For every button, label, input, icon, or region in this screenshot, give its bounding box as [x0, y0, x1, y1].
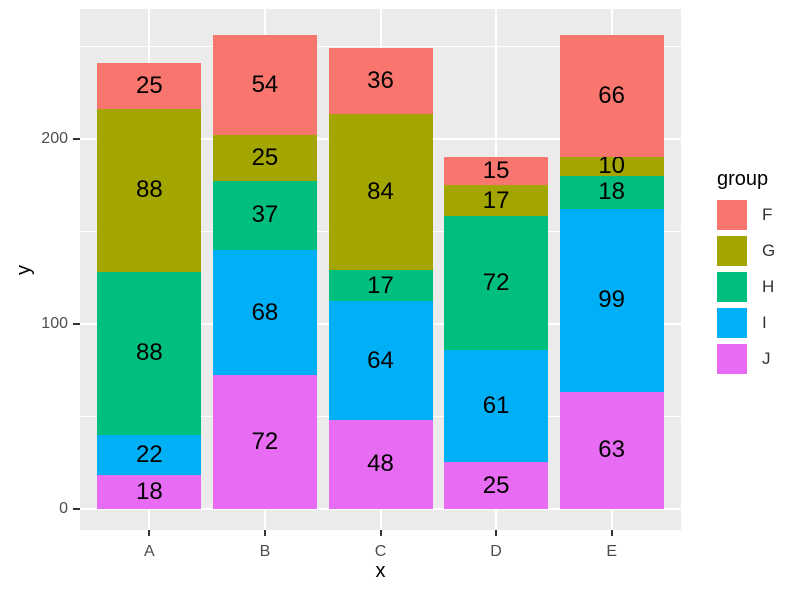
bar-segment: 15	[444, 156, 549, 185]
legend-swatch	[717, 308, 747, 338]
bar-segment: 72	[444, 216, 549, 350]
bar-value-label: 48	[367, 450, 394, 478]
x-axis-tick	[379, 530, 382, 536]
bar-segment: 88	[97, 108, 202, 272]
bar-segment: 99	[559, 208, 664, 393]
bar-segment: 25	[212, 134, 317, 182]
x-axis-tick-label: C	[374, 543, 387, 560]
bar-segment: 17	[444, 184, 549, 217]
x-axis-tick-label: A	[144, 543, 155, 560]
bar-value-label: 25	[251, 143, 279, 171]
x-axis-tick-label: E	[606, 543, 617, 560]
bar-value-label: 37	[251, 201, 279, 229]
y-axis-tick-label: 200	[41, 129, 68, 147]
x-axis-tick	[263, 530, 266, 536]
legend-swatch	[717, 200, 747, 230]
y-axis-tick-label: 0	[59, 499, 68, 517]
bar-value-label: 54	[251, 70, 279, 98]
x-axis-tick-label: B	[259, 543, 271, 560]
bar-segment: 54	[212, 34, 317, 135]
bar-value-label: 15	[482, 156, 510, 184]
bar-segment: 61	[444, 349, 549, 463]
bar-segment: 17	[328, 269, 433, 302]
legend-item-label: J	[762, 349, 771, 368]
bar-segment: 22	[97, 434, 202, 476]
bar-value-label: 88	[135, 339, 163, 367]
bar-segment: 72	[212, 375, 317, 509]
bar-value-label: 68	[251, 298, 279, 326]
x-axis-tick-label: D	[490, 543, 502, 560]
bar-segment: 36	[328, 47, 433, 115]
bar-segment: 84	[328, 114, 433, 270]
x-axis-title: x	[375, 560, 386, 582]
bar-segment: 88	[97, 271, 202, 435]
legend-item-label: G	[762, 241, 776, 260]
bar-value-label: 64	[367, 346, 394, 374]
legend-swatch	[717, 236, 747, 266]
legend-title: group	[717, 168, 769, 190]
bar-value-label: 72	[482, 268, 510, 296]
x-axis-tick	[495, 530, 498, 536]
y-axis-tick	[73, 507, 80, 510]
bar-segment: 37	[212, 181, 317, 250]
bar-value-label: 61	[482, 391, 510, 419]
bar-value-label: 84	[367, 178, 394, 206]
legend-item-label: I	[762, 313, 767, 332]
legend-swatch	[717, 344, 747, 374]
bar-segment: 66	[559, 34, 664, 158]
bar-value-label: 63	[598, 436, 625, 464]
y-axis-tick	[73, 137, 80, 140]
bar-segment: 48	[328, 419, 433, 509]
y-axis-tick	[73, 322, 80, 325]
legend-item-label: H	[762, 277, 775, 296]
bar-segment: 10	[559, 152, 664, 180]
y-axis-title: y	[13, 265, 35, 275]
x-axis-tick	[148, 530, 151, 536]
bar-value-label: 17	[367, 271, 394, 299]
plot-panel: 18 22 88 88 25 72 68 37 25 54 48 64 17 84 36 25 61 72 17 15…	[80, 9, 681, 530]
legend-item-label: F	[762, 205, 773, 224]
legend-swatch	[717, 272, 747, 302]
bar-segment: 25	[97, 62, 202, 109]
bar-value-label: 17	[482, 186, 510, 214]
bar-segment: 68	[212, 249, 317, 376]
bar-value-label: 10	[598, 152, 625, 180]
bar-value-label: 72	[251, 428, 279, 456]
y-axis-tick-label: 100	[41, 314, 68, 332]
bar-segment: 63	[559, 392, 664, 509]
bar-value-label: 99	[598, 286, 625, 314]
bar-value-label: 25	[482, 471, 510, 499]
bar-segment: 25	[444, 462, 549, 509]
bar-value-label: 18	[135, 478, 163, 506]
bar-segment: 64	[328, 301, 433, 420]
bar-value-label: 18	[598, 178, 625, 206]
bar-value-label: 66	[598, 81, 625, 109]
bar-value-label: 36	[367, 67, 394, 95]
bar-segment: 18	[97, 475, 202, 509]
bar-value-label: 25	[135, 71, 163, 99]
bar-segment: 18	[559, 175, 664, 209]
x-axis-tick	[610, 530, 613, 536]
bar-value-label: 88	[135, 176, 163, 204]
bar-value-label: 22	[135, 441, 163, 469]
